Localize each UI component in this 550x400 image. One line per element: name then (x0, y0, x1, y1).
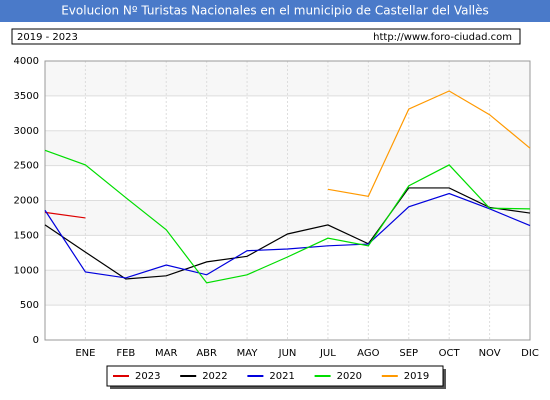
legend-label: 2020 (337, 371, 362, 382)
y-tick-label: 2500 (14, 161, 39, 172)
y-tick-label: 1000 (14, 265, 39, 276)
y-tick-label: 3000 (14, 126, 39, 137)
legend-label: 2021 (269, 371, 294, 382)
y-tick-label: 1500 (14, 230, 39, 241)
y-tick-label: 2000 (14, 196, 39, 207)
x-tick-label: NOV (479, 348, 501, 359)
y-tick-label: 500 (20, 300, 39, 311)
x-tick-label: OCT (439, 348, 461, 359)
x-tick-label: DIC (521, 348, 539, 359)
x-tick-label: JUN (278, 348, 297, 359)
y-tick-label: 3500 (14, 91, 39, 102)
x-tick-label: FEB (116, 348, 135, 359)
y-tick-label: 4000 (14, 56, 39, 67)
legend-label: 2023 (135, 371, 160, 382)
x-tick-label: JUL (319, 348, 336, 359)
x-tick-label: MAR (155, 348, 177, 359)
x-tick-label: ABR (196, 348, 217, 359)
line-series (327, 90, 531, 197)
plot-frame (44, 60, 531, 341)
grid-band (45, 130, 530, 166)
line-series (44, 211, 86, 219)
x-tick-label: MAY (237, 348, 259, 359)
line-series (44, 192, 531, 279)
x-tick-label: SEP (399, 348, 418, 359)
legend-label: 2019 (404, 371, 429, 382)
line-series (44, 187, 531, 280)
y-tick-label: 0 (33, 335, 39, 346)
subtitle: 2019 - 2023 (17, 32, 78, 43)
title-bar (0, 0, 550, 22)
grid-band (45, 270, 530, 306)
x-tick-label: ENE (75, 348, 95, 359)
chart-title: Evolucion Nº Turistas Nacionales en el m… (61, 4, 489, 18)
source: http://www.foro-ciudad.com (373, 32, 512, 43)
legend (106, 365, 444, 387)
x-tick-label: AGO (357, 348, 379, 359)
subtitle-box (11, 28, 521, 45)
line-series (44, 149, 531, 284)
legend-label: 2022 (202, 371, 227, 382)
